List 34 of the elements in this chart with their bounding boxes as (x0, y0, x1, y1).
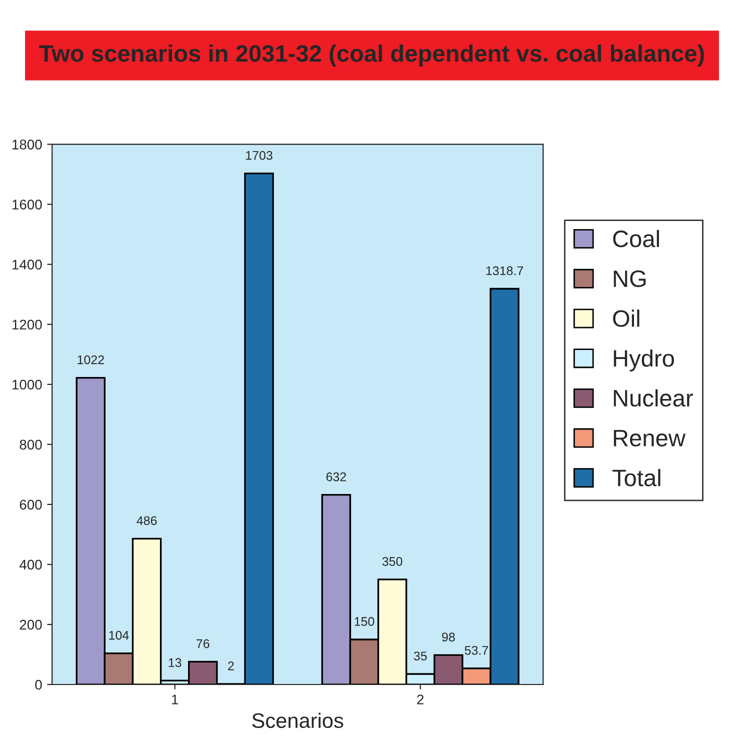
legend-label: Renew (614, 430, 686, 446)
legend-label: Hydro (614, 349, 674, 372)
y-tick-label: 600 (20, 500, 42, 510)
data-label: 98 (442, 632, 455, 642)
data-label: 53.7 (464, 646, 488, 655)
data-label: 1703 (246, 150, 272, 160)
data-label: 150 (354, 617, 374, 626)
legend-label: Nuclear (614, 389, 693, 407)
data-label: 104 (109, 630, 129, 640)
data-label: 486 (136, 516, 157, 526)
data-label: 35 (414, 652, 427, 660)
chart-title: Two scenarios in 2031-32 (coal dependent vs. coal balance) (39, 44, 704, 67)
y-tick-label: 200 (20, 620, 42, 630)
legend-label: Coal (613, 230, 659, 248)
y-tick-label: 0 (35, 680, 42, 690)
y-tick-label: 1400 (12, 260, 42, 270)
data-label: 1318.7 (486, 266, 524, 276)
legend-label: NG (614, 270, 646, 288)
data-label: 632 (326, 472, 346, 482)
y-tick-label: 1000 (12, 380, 42, 390)
y-tick-label: 400 (20, 560, 42, 570)
data-label: 13 (168, 658, 182, 668)
y-tick-label: 800 (20, 440, 42, 450)
data-label: 2 (228, 661, 234, 670)
x-axis-title: Scenarios (252, 712, 344, 728)
y-tick-label: 1800 (12, 140, 42, 150)
y-tick-label: 1200 (12, 320, 42, 330)
data-label: 350 (382, 557, 402, 566)
legend-label: Oil (613, 310, 640, 327)
y-tick-label: 1600 (12, 200, 42, 210)
data-label: 1022 (78, 355, 104, 364)
legend-label: Total (612, 468, 660, 486)
data-label: 76 (196, 639, 210, 648)
x-tick-label: 1 (172, 694, 178, 704)
